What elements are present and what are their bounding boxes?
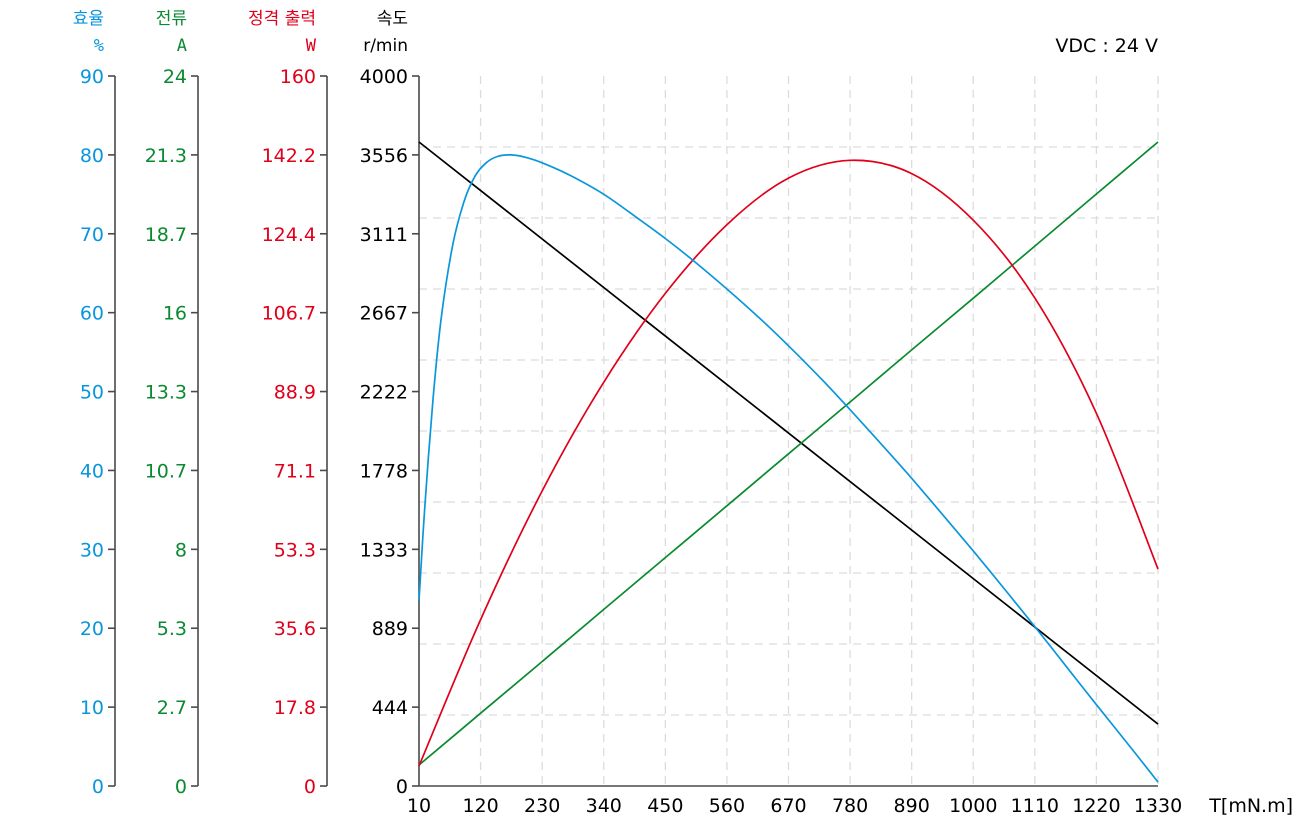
curve-speed (418, 141, 1159, 725)
x-tick-label: 10 (407, 795, 431, 817)
tick-label: 2.7 (157, 697, 187, 719)
tick-label: 71.1 (274, 460, 316, 482)
tick-label: 1778 (360, 460, 408, 482)
x-tick-label: 340 (586, 795, 622, 817)
y-axis-current: 0 2.7 5.3 8 10.7 13.3 16 18.7 21.3 24 전류 A (145, 9, 199, 798)
curve-efficiency (418, 154, 1159, 783)
tick-label: 0 (396, 776, 408, 798)
tick-label: 142.2 (262, 145, 316, 167)
vdc-annotation: VDC : 24 V (1055, 35, 1158, 57)
axis-title: 속도 (377, 9, 408, 29)
tick-label: 17.8 (274, 697, 316, 719)
curve-power (418, 159, 1159, 767)
tick-label: 80 (80, 145, 104, 167)
axis-title: 효율 (73, 9, 104, 29)
tick-label: 30 (80, 539, 104, 561)
axis-title: 전류 (156, 9, 187, 29)
tick-label: 53.3 (274, 539, 316, 561)
tick-label: 444 (372, 697, 408, 719)
tick-label: 35.6 (274, 618, 316, 640)
tick-label: 13.3 (145, 382, 187, 404)
tick-label: 60 (80, 303, 104, 325)
x-tick-label: 1220 (1072, 795, 1120, 817)
tick-label: 70 (80, 224, 104, 246)
x-tick-label: 120 (462, 795, 498, 817)
x-tick-label: 450 (647, 795, 683, 817)
x-tick-label: 890 (894, 795, 930, 817)
axis-unit: W (306, 36, 317, 56)
tick-label: 50 (80, 382, 104, 404)
x-tick-label: 1000 (949, 795, 997, 817)
tick-label: 20 (80, 618, 104, 640)
tick-label: 2667 (360, 303, 408, 325)
tick-label: 4000 (360, 66, 408, 88)
x-tick-label: 1330 (1134, 795, 1182, 817)
tick-label: 0 (304, 776, 316, 798)
x-tick-label: 230 (524, 795, 560, 817)
tick-label: 3111 (360, 224, 408, 246)
tick-label: 3556 (360, 145, 408, 167)
tick-label: 8 (175, 539, 187, 561)
x-axis-title: T[mN.m] (1208, 795, 1293, 817)
axis-unit: A (177, 36, 187, 56)
tick-label: 160 (280, 66, 316, 88)
tick-label: 0 (175, 776, 187, 798)
y-axes: 0 10 20 30 40 50 60 70 80 90 효율% 0 2.7 5.3 8 10.7 13.3 16… (73, 9, 420, 798)
tick-label: 889 (372, 618, 408, 640)
axis-title: 정격 출력 (248, 9, 316, 29)
x-tick-label: 560 (709, 795, 745, 817)
tick-label: 10.7 (145, 460, 187, 482)
tick-label: 10 (80, 697, 104, 719)
y-axis-speed: 0 444 889 1333 1778 2222 2667 3111 3556 4000 속도 r/m… (360, 9, 420, 798)
tick-label: 90 (80, 66, 104, 88)
x-tick-label: 780 (832, 795, 868, 817)
tick-label: 124.4 (262, 224, 316, 246)
tick-label: 0 (92, 776, 104, 798)
y-axis-efficiency: 0 10 20 30 40 50 60 70 80 90 효율% (73, 9, 116, 798)
axis-unit: % (94, 36, 104, 56)
axis-unit: r/min (363, 36, 408, 56)
tick-label: 24 (163, 66, 187, 88)
y-axis-power: 0 17.8 35.6 53.3 71.1 88.9 106.7 124.4 142.2 160 정… (248, 9, 328, 798)
tick-label: 40 (80, 460, 104, 482)
tick-label: 21.3 (145, 145, 187, 167)
tick-label: 18.7 (145, 224, 187, 246)
tick-label: 16 (163, 303, 187, 325)
data-curves (418, 141, 1159, 783)
grid-lines (419, 76, 1159, 786)
x-axis: 10 120 230 340 450 560 670 780 890 1000 1110 1220 13… (407, 785, 1293, 817)
tick-label: 88.9 (274, 382, 316, 404)
x-tick-label: 670 (770, 795, 806, 817)
x-tick-label: 1110 (1011, 795, 1059, 817)
tick-label: 5.3 (157, 618, 187, 640)
tick-label: 2222 (360, 382, 408, 404)
tick-label: 1333 (360, 539, 408, 561)
curve-current (418, 141, 1159, 766)
tick-label: 106.7 (262, 303, 316, 325)
